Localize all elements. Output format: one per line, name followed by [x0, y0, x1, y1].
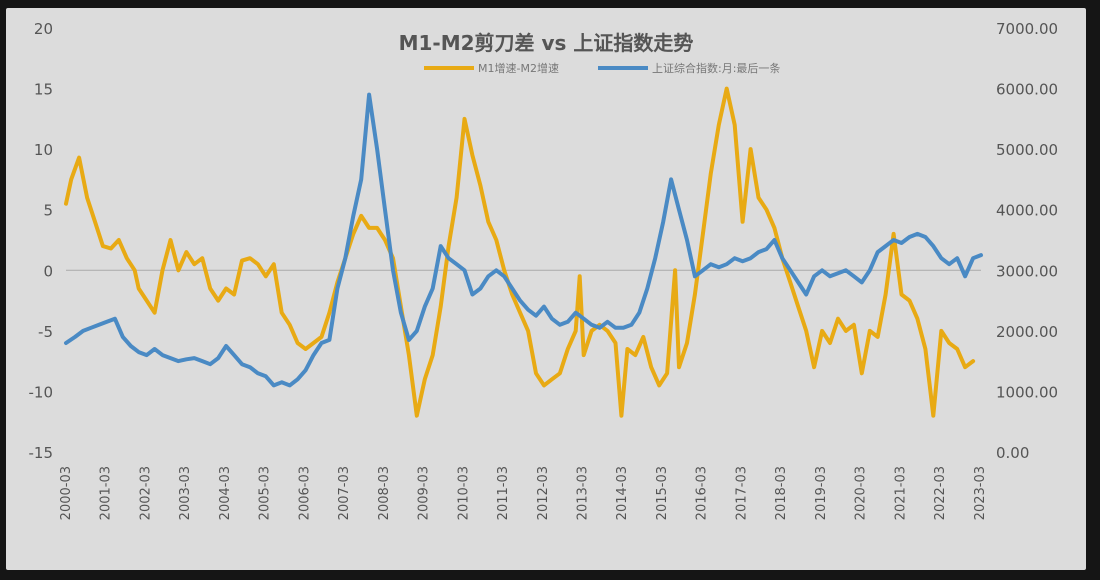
- x-tick-label: 2000-03: [59, 466, 74, 520]
- legend: M1增速-M2增速 上证综合指数:月:最后一条: [424, 61, 780, 75]
- x-tick-label: 2022-03: [933, 466, 948, 520]
- right-tick-label: 5000.00: [996, 141, 1058, 159]
- series-line-m1-m2-spread: [64, 86, 976, 418]
- x-tick-label: 2012-03: [536, 466, 551, 520]
- chart-canvas: M1-M2剪刀差 vs 上证指数走势 M1增速-M2增速 上证综合指数:月:最后…: [29, 20, 1059, 520]
- x-tick-label: 2023-03: [973, 466, 988, 520]
- x-tick-label: 2021-03: [893, 466, 908, 520]
- left-tick-label: -15: [29, 444, 54, 462]
- right-tick-label: 1000.00: [996, 383, 1058, 401]
- x-tick-label: 2014-03: [615, 466, 630, 520]
- right-tick-label: 4000.00: [996, 202, 1058, 220]
- right-tick-label: 7000.00: [996, 20, 1058, 38]
- x-tick-label: 2019-03: [814, 466, 829, 520]
- left-tick-label: 20: [34, 20, 53, 38]
- series-layer: [64, 86, 983, 418]
- right-tick-label: 2000.00: [996, 323, 1058, 341]
- x-tick-label: 2016-03: [695, 466, 710, 520]
- legend-label-index: 上证综合指数:月:最后一条: [652, 61, 780, 75]
- x-tick-label: 2008-03: [377, 466, 392, 520]
- x-tick-label: 2010-03: [456, 466, 471, 520]
- x-axis: 2000-03 2001-03 2002-03 2003-03 2004-03 2005-…: [59, 466, 988, 520]
- right-axis: 7000.00 6000.00 5000.00 4000.00 3000.00 2000.…: [996, 20, 1058, 462]
- left-axis: 20 15 10 5 0 -5 -10 -15: [29, 20, 54, 462]
- left-tick-label: 5: [43, 202, 53, 220]
- x-tick-label: 2009-03: [417, 466, 432, 520]
- left-tick-label: 0: [43, 262, 53, 280]
- x-tick-label: 2005-03: [258, 466, 273, 520]
- x-tick-label: 2011-03: [496, 466, 511, 520]
- x-tick-label: 2017-03: [734, 466, 749, 520]
- x-tick-label: 2001-03: [99, 466, 114, 520]
- legend-label-m1-m2: M1增速-M2增速: [478, 61, 559, 75]
- x-tick-label: 2018-03: [774, 466, 789, 520]
- chart-title: M1-M2剪刀差 vs 上证指数走势: [399, 31, 694, 55]
- x-tick-label: 2013-03: [576, 466, 591, 520]
- chart-panel: M1-M2剪刀差 vs 上证指数走势 M1增速-M2增速 上证综合指数:月:最后…: [6, 8, 1086, 570]
- right-tick-label: 3000.00: [996, 262, 1058, 280]
- right-tick-label: 0.00: [996, 444, 1029, 462]
- x-tick-label: 2003-03: [178, 466, 193, 520]
- x-tick-label: 2004-03: [218, 466, 233, 520]
- left-tick-label: 15: [34, 81, 53, 99]
- x-tick-label: 2007-03: [337, 466, 352, 520]
- x-tick-label: 2006-03: [297, 466, 312, 520]
- left-tick-label: 10: [34, 141, 53, 159]
- series-line-shanghai-index: [64, 92, 983, 388]
- x-tick-label: 2015-03: [655, 466, 670, 520]
- left-tick-label: -10: [29, 383, 54, 401]
- x-tick-label: 2020-03: [854, 466, 869, 520]
- right-tick-label: 6000.00: [996, 81, 1058, 99]
- x-tick-label: 2002-03: [139, 466, 154, 520]
- left-tick-label: -5: [38, 323, 53, 341]
